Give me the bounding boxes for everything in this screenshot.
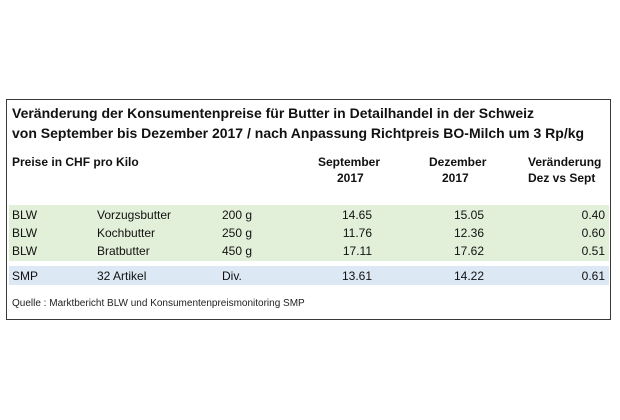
row-product: 32 Artikel [97,269,147,283]
row-source: BLW [12,244,38,258]
row-product: Vorzugsbutter [97,208,172,222]
row-september-price: 11.76 [342,226,372,240]
smp-row-band [9,266,609,285]
column-header-dezember: Dezember [429,155,487,169]
row-change-value: 0.51 [581,244,605,258]
row-september-price: 14.65 [341,208,372,222]
column-header-september-year: 2017 [337,171,364,185]
column-header-change: Veränderung [528,155,602,169]
table-title-line-2: von September bis Dezember 2017 / nach A… [12,125,585,141]
row-change-value: 0.61 [581,269,605,283]
row-dezember-price: 14.22 [453,269,484,283]
table-frame [6,99,611,320]
row-source: SMP [12,269,39,283]
row-size: Div. [222,269,242,283]
source-note: Quelle : Marktbericht BLW und Konsumente… [12,298,305,309]
row-dezember-price: 12.36 [453,226,484,240]
table-title-line-1: Veränderung der Konsumentenpreise für Bu… [12,105,534,121]
row-dezember-price: 15.05 [453,208,484,222]
row-dezember-price: 17.62 [453,244,484,258]
table-row: BLW Vorzugsbutter 200 g 14.65 15.05 0.40 [0,206,620,224]
row-september-price: 17.11 [342,244,372,258]
row-size: 250 g [222,226,253,240]
row-product: Bratbutter [97,244,150,258]
column-header-september: September [318,155,380,169]
row-change-value: 0.40 [581,208,605,222]
row-size: 200 g [222,208,253,222]
column-header-september-line1: September [318,155,381,169]
table-row: SMP 32 Artikel Div. 13.61 14.22 0.61 [0,267,620,285]
row-size: 450 g [222,244,253,258]
row-source: BLW [12,226,38,240]
column-header-dezember-year: 2017 [442,171,469,185]
blw-rows-band [9,205,609,261]
row-change-value: 0.60 [581,226,605,240]
table-row: BLW Kochbutter 250 g 11.76 12.36 0.60 [0,224,620,242]
row-source: BLW [12,208,38,222]
unit-label: Preise in CHF pro Kilo [12,155,139,169]
row-september-price: 13.61 [341,269,372,283]
column-header-change-sub: Dez vs Sept [528,171,596,185]
table-row: BLW Bratbutter 450 g 17.11 17.62 0.51 [0,242,620,260]
row-product: Kochbutter [97,226,156,240]
